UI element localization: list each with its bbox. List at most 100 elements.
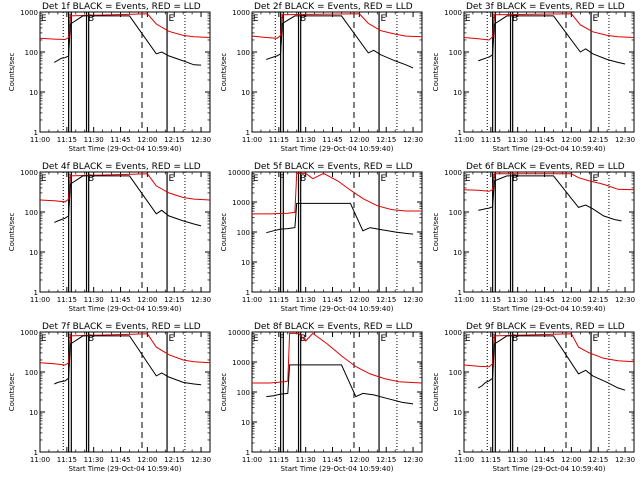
x-tick-label: 11:15 (57, 296, 77, 304)
interval-marker: E (253, 14, 259, 24)
lld-series-line (252, 172, 422, 215)
interval-marker: B (300, 334, 306, 344)
x-tick-label: 12:30 (191, 296, 211, 304)
x-tick-label: 11:15 (481, 296, 501, 304)
y-tick-label: 1000 (444, 9, 462, 17)
interval-marker: F (279, 174, 284, 184)
x-tick-label: 12:30 (191, 456, 211, 464)
x-axis-label: Start Time (29-Oct-04 10:59:40) (281, 465, 394, 473)
panel-8: Det 8f BLACK = Events, RED = LLD 1 10 100 10… (220, 322, 423, 473)
x-axis-label: Start Time (29-Oct-04 10:59:40) (281, 305, 394, 313)
x-tick-label: 11:30 (84, 456, 104, 464)
interval-marker: B (88, 14, 94, 24)
events-series-line (266, 15, 414, 69)
y-tick-label: 1000 (232, 359, 250, 367)
y-tick-label: 10 (241, 419, 250, 427)
interval-marker: B (300, 14, 306, 24)
x-tick-label: 12:15 (164, 296, 184, 304)
x-axis-label: Start Time (29-Oct-04 10:59:40) (69, 145, 182, 153)
y-tick-label: 10 (453, 249, 462, 257)
interval-marker: E (465, 14, 471, 24)
x-tick-label: 11:30 (296, 296, 316, 304)
y-tick-label: 1000 (232, 199, 250, 207)
x-tick-label: 12:30 (615, 136, 635, 144)
y-tick-label: 1 (246, 129, 250, 137)
interval-marker: E (380, 14, 386, 24)
interval-marker: F (279, 334, 284, 344)
x-tick-label: 11:30 (296, 456, 316, 464)
interval-marker: B (300, 174, 306, 184)
x-tick-label: 12:00 (137, 296, 157, 304)
interval-marker: E (380, 334, 386, 344)
y-tick-label: 1000 (232, 9, 250, 17)
events-series-line (266, 202, 414, 235)
x-tick-label: 11:45 (534, 136, 554, 144)
panel-title: Det 7f BLACK = Events, RED = LLD (42, 322, 201, 332)
interval-marker: E (41, 334, 47, 344)
events-series-line (266, 364, 414, 405)
plot-frame (39, 331, 211, 453)
panel-title: Det 2f BLACK = Events, RED = LLD (254, 2, 413, 12)
x-tick-label: 11:30 (84, 296, 104, 304)
x-tick-label: 12:15 (164, 456, 184, 464)
interval-marker: E (465, 174, 471, 184)
events-series-line (478, 175, 622, 222)
plot-frame (251, 11, 423, 133)
x-axis-label: Start Time (29-Oct-04 10:59:40) (69, 465, 182, 473)
x-tick-label: 12:30 (403, 296, 423, 304)
x-tick-label: 11:15 (269, 456, 289, 464)
y-tick-label: 10 (241, 259, 250, 267)
x-tick-label: 12:30 (403, 136, 423, 144)
x-tick-label: 11:00 (242, 456, 262, 464)
interval-marker: E (253, 334, 259, 344)
y-axis-label: Counts/sec (220, 373, 228, 412)
y-tick-label: 10000 (228, 169, 250, 177)
lld-series-line (252, 13, 422, 39)
x-tick-label: 11:15 (481, 136, 501, 144)
panel-2: Det 2f BLACK = Events, RED = LLD 1 10 100 10… (220, 2, 423, 153)
interval-marker: E (253, 174, 259, 184)
panel-title: Det 8f BLACK = Events, RED = LLD (254, 322, 413, 332)
lld-series-line (252, 332, 422, 384)
interval-marker: E (592, 14, 598, 24)
x-axis-label: Start Time (29-Oct-04 10:59:40) (281, 145, 394, 153)
interval-marker: E (168, 334, 174, 344)
x-tick-label: 12:15 (588, 456, 608, 464)
x-axis-label: Start Time (29-Oct-04 10:59:40) (493, 305, 606, 313)
y-tick-label: 100 (25, 209, 38, 217)
x-tick-label: 12:15 (376, 296, 396, 304)
y-tick-label: 1000 (20, 9, 38, 17)
events-series-line (478, 335, 626, 391)
events-series-line (54, 335, 202, 386)
x-tick-label: 11:00 (30, 136, 50, 144)
x-tick-label: 11:45 (110, 296, 130, 304)
interval-marker: E (168, 174, 174, 184)
y-axis-label: Counts/sec (8, 213, 16, 252)
x-tick-label: 12:00 (349, 296, 369, 304)
panel-4: Det 4f BLACK = Events, RED = LLD 1 10 100 10… (8, 162, 211, 313)
interval-marker: E (41, 14, 47, 24)
events-series-line (478, 15, 626, 65)
y-tick-label: 1 (34, 129, 38, 137)
interval-marker: E (465, 334, 471, 344)
interval-marker: E (41, 174, 47, 184)
y-axis-label: Counts/sec (8, 373, 16, 412)
x-tick-label: 12:00 (561, 136, 581, 144)
interval-marker: E (168, 14, 174, 24)
y-tick-label: 1000 (20, 329, 38, 337)
y-tick-label: 100 (25, 49, 38, 57)
x-tick-label: 12:30 (615, 456, 635, 464)
x-tick-label: 11:45 (110, 456, 130, 464)
y-tick-label: 100 (449, 369, 462, 377)
x-tick-label: 12:15 (164, 136, 184, 144)
lld-series-line (464, 173, 634, 192)
interval-marker: B (512, 174, 518, 184)
y-axis-label: Counts/sec (432, 213, 440, 252)
interval-marker: B (88, 334, 94, 344)
x-tick-label: 12:15 (588, 296, 608, 304)
x-tick-label: 11:00 (454, 136, 474, 144)
x-tick-label: 11:00 (242, 136, 262, 144)
x-tick-label: 11:30 (508, 456, 528, 464)
x-tick-label: 11:30 (508, 136, 528, 144)
